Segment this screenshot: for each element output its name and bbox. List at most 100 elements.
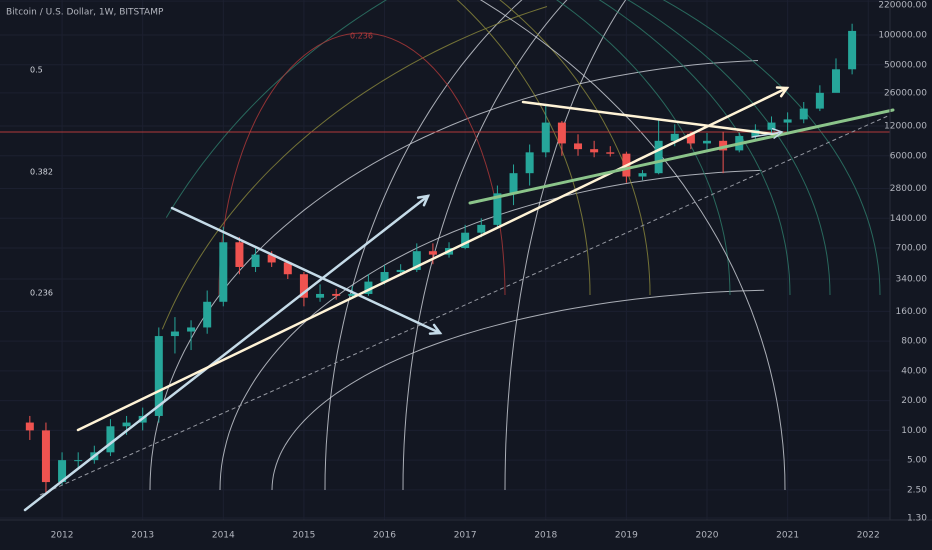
y-tick-label: 5.00 (907, 456, 927, 466)
candle-body (477, 224, 486, 233)
trend-line (521, 100, 782, 137)
y-tick-label: 220000.00 (878, 1, 927, 11)
candle-body (428, 251, 437, 255)
candle-body (606, 152, 615, 154)
fib-arc (161, 6, 548, 330)
candle-body (316, 293, 325, 298)
candle-body (154, 336, 163, 416)
candle-body (831, 69, 840, 93)
fib-arc (499, 0, 651, 296)
y-tick-label: 40.00 (901, 366, 927, 376)
y-tick-label: 12000.00 (884, 122, 927, 132)
candle-body (541, 122, 550, 153)
x-tick-label: 2012 (51, 531, 74, 541)
fib-label: 0.382 (30, 168, 53, 177)
candle-body (509, 173, 518, 194)
fib-arc (556, 0, 731, 296)
trend-line (76, 86, 789, 432)
fib-label: 0.5 (30, 66, 43, 75)
arrow-head (416, 194, 431, 207)
grid (0, 0, 890, 520)
candle-body (493, 193, 502, 225)
fib-arc (271, 289, 765, 491)
fib-label: 0.236 (350, 32, 373, 41)
y-tick-label: 20.00 (901, 396, 927, 406)
candle-body (686, 133, 695, 144)
candle-body (799, 108, 808, 120)
arrow-head (771, 127, 784, 139)
fib-arc (218, 32, 506, 296)
fib-arc (479, 0, 786, 491)
trend-line (23, 194, 430, 512)
fib-arc (402, 0, 568, 491)
candle-body (767, 122, 776, 130)
x-tick-label: 2019 (615, 531, 638, 541)
x-tick-label: 2013 (131, 531, 154, 541)
candle-body (170, 331, 179, 337)
fib-arc (456, 0, 591, 296)
candle-body (299, 274, 308, 298)
candle-body (654, 140, 663, 174)
candle-body (332, 293, 341, 296)
trend-line (468, 108, 895, 205)
candle-body (122, 422, 131, 427)
candle-body (638, 173, 647, 177)
x-tick-label: 2016 (373, 531, 396, 541)
dashed-trend (39, 114, 891, 496)
candle-body (106, 426, 115, 453)
fib-arc (219, 169, 762, 491)
candle-body (364, 281, 373, 294)
candle-body (412, 251, 421, 270)
x-tick-label: 2018 (534, 531, 557, 541)
drawings (0, 0, 891, 496)
candle-body (525, 152, 534, 174)
candle-body (848, 30, 857, 70)
fib-arc (598, 0, 791, 296)
trend-line (170, 206, 442, 335)
candle-body (187, 327, 196, 332)
y-tick-label: 10.00 (901, 426, 927, 436)
arrow-head (775, 86, 790, 98)
y-tick-label: 700.00 (896, 244, 928, 254)
y-tick-label: 50000.00 (884, 60, 927, 70)
candle-body (267, 254, 276, 263)
y-tick-label: 1.30 (907, 513, 927, 523)
y-tick-label: 160.00 (896, 307, 928, 317)
candle-body (557, 122, 566, 144)
fib-arc (662, 0, 881, 296)
candle-body (74, 460, 83, 462)
candle-body (396, 269, 405, 273)
fib-arc (149, 60, 759, 491)
candle-body (783, 119, 792, 123)
arrow-head (428, 323, 443, 335)
y-tick-label: 80.00 (901, 337, 927, 347)
candle-body (670, 133, 679, 141)
candle-body (574, 143, 583, 150)
x-tick-label: 2020 (696, 531, 719, 541)
fib-arc (165, 0, 387, 218)
y-tick-label: 1400.00 (890, 214, 927, 224)
x-tick-label: 2022 (857, 531, 880, 541)
candle-body (251, 254, 260, 267)
candle-body (348, 293, 357, 296)
candle-body (590, 149, 599, 153)
chart-title: Bitcoin / U.S. Dollar, 1W, BITSTAMP (6, 8, 164, 18)
fib-arc (627, 0, 831, 296)
candle-body (58, 460, 67, 483)
candle-body (219, 242, 228, 302)
fib-label: 0.236 (30, 289, 53, 298)
y-tick-label: 100000.00 (878, 31, 927, 41)
overlay (23, 86, 895, 512)
candle-body (815, 92, 824, 109)
y-tick-label: 2800.00 (890, 184, 927, 194)
y-tick-label: 26000.00 (884, 88, 927, 98)
candle-body (283, 262, 292, 275)
candle-body (235, 242, 244, 267)
x-tick-label: 2017 (454, 531, 477, 541)
trend-line (751, 131, 783, 138)
candle-body (203, 301, 212, 328)
x-tick-label: 2015 (292, 531, 315, 541)
fib-arc (324, 0, 523, 491)
